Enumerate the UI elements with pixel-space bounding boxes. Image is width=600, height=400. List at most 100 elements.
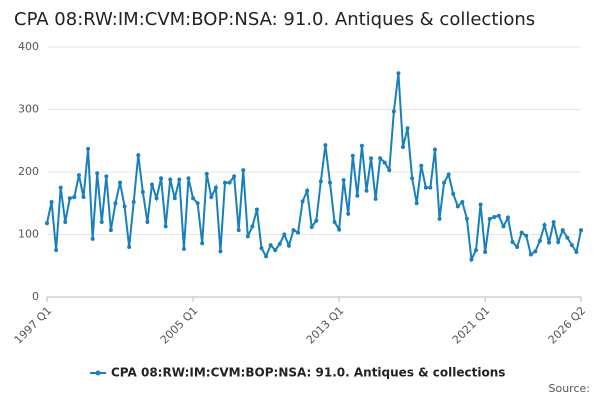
marker: [314, 218, 319, 223]
marker: [364, 188, 369, 193]
marker: [236, 228, 241, 233]
marker: [277, 241, 282, 246]
marker: [204, 171, 209, 176]
source: Source:: [549, 382, 591, 395]
x-tick-label: 2021 Q1: [450, 304, 493, 347]
marker: [574, 250, 579, 254]
marker: [451, 191, 456, 196]
marker: [327, 180, 332, 185]
marker: [76, 173, 81, 178]
marker: [49, 200, 54, 204]
marker: [81, 195, 86, 199]
marker: [432, 147, 437, 152]
marker: [533, 249, 538, 254]
marker: [254, 207, 259, 212]
marker: [410, 176, 415, 181]
marker: [496, 213, 501, 218]
marker: [350, 153, 355, 158]
marker: [382, 160, 387, 165]
marker: [446, 172, 451, 177]
marker: [323, 143, 328, 148]
y-tick-label: 0: [32, 290, 39, 303]
marker: [131, 200, 136, 204]
x-tick-label: 1997 Q1: [12, 304, 55, 347]
marker: [67, 196, 72, 201]
marker: [492, 215, 497, 219]
marker: [419, 163, 424, 168]
marker: [282, 232, 287, 237]
marker: [547, 240, 552, 245]
marker: [537, 238, 542, 243]
marker: [300, 199, 305, 204]
marker: [108, 228, 113, 233]
marker: [474, 248, 479, 253]
chart-title: CPA 08:RW:IM:CVM:BOP:NSA: 91.0. Antiques…: [14, 9, 535, 30]
marker: [524, 233, 529, 238]
marker: [551, 220, 556, 224]
marker: [273, 248, 278, 253]
marker: [127, 245, 132, 249]
marker: [423, 185, 428, 190]
marker: [560, 228, 565, 233]
marker: [405, 126, 410, 131]
marker: [122, 204, 127, 209]
marker: [396, 71, 401, 76]
marker: [569, 243, 574, 248]
marker: [213, 185, 218, 190]
marker: [58, 185, 63, 190]
marker: [232, 174, 237, 179]
marker: [387, 168, 392, 173]
marker: [104, 174, 109, 179]
marker: [309, 225, 314, 229]
marker: [181, 246, 186, 251]
marker: [195, 201, 200, 206]
marker: [478, 202, 483, 207]
marker: [464, 216, 469, 221]
marker: [72, 195, 77, 199]
marker: [172, 196, 177, 201]
y-tick-label: 100: [18, 228, 39, 241]
marker: [250, 224, 255, 229]
marker: [145, 220, 150, 224]
marker: [515, 245, 520, 249]
marker: [565, 235, 570, 240]
marker: [469, 257, 474, 262]
marker: [45, 221, 49, 226]
marker: [159, 176, 164, 181]
marker: [268, 243, 273, 248]
marker: [428, 185, 433, 190]
marker: [369, 156, 374, 161]
marker: [118, 180, 123, 185]
marker: [200, 241, 205, 246]
marker: [346, 211, 351, 216]
marker: [209, 195, 214, 199]
marker: [99, 220, 104, 224]
y-tick-label: 200: [18, 165, 39, 178]
marker: [579, 228, 583, 233]
marker: [113, 201, 118, 206]
marker: [296, 230, 301, 235]
marker: [154, 196, 159, 201]
marker: [483, 250, 488, 254]
marker: [378, 156, 383, 161]
marker: [168, 177, 173, 182]
marker: [460, 200, 465, 204]
marker: [218, 249, 223, 254]
marker: [191, 196, 196, 201]
marker: [149, 182, 154, 187]
marker: [455, 204, 460, 209]
marker: [542, 223, 547, 228]
legend-marker: [95, 370, 101, 376]
marker: [177, 177, 182, 182]
x-tick-label: 2013 Q1: [304, 304, 347, 347]
marker: [90, 236, 95, 241]
marker: [359, 143, 364, 148]
y-tick-label: 300: [18, 103, 39, 116]
x-tick-label: 2005 Q1: [158, 304, 201, 347]
marker: [337, 227, 342, 232]
marker: [163, 224, 168, 229]
marker: [291, 228, 296, 233]
x-tick-label: 2026 Q2: [546, 304, 589, 347]
marker: [487, 216, 492, 221]
